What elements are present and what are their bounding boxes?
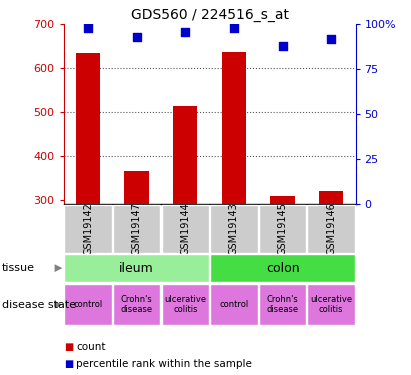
Bar bbox=[259, 284, 306, 326]
Text: ulcerative
colitis: ulcerative colitis bbox=[310, 295, 352, 314]
Point bbox=[279, 43, 286, 49]
Text: disease state: disease state bbox=[2, 300, 76, 310]
Text: count: count bbox=[76, 342, 106, 352]
Text: tissue: tissue bbox=[2, 263, 35, 273]
Bar bbox=[307, 284, 355, 326]
Text: GSM19147: GSM19147 bbox=[132, 202, 142, 255]
Bar bbox=[210, 205, 258, 253]
Bar bbox=[64, 205, 112, 253]
Text: percentile rank within the sample: percentile rank within the sample bbox=[76, 359, 252, 369]
Point bbox=[85, 25, 91, 31]
Text: ■: ■ bbox=[64, 359, 73, 369]
Point bbox=[134, 34, 140, 40]
Bar bbox=[113, 205, 160, 253]
Bar bbox=[162, 284, 209, 326]
Text: GSM19142: GSM19142 bbox=[83, 202, 93, 255]
Text: colon: colon bbox=[266, 262, 299, 274]
Bar bbox=[319, 191, 343, 204]
Point bbox=[328, 36, 335, 42]
Bar bbox=[210, 254, 355, 282]
Text: ileum: ileum bbox=[119, 262, 154, 274]
Bar bbox=[113, 284, 160, 326]
Bar bbox=[222, 52, 246, 204]
Bar bbox=[173, 106, 197, 204]
Bar bbox=[162, 205, 209, 253]
Text: Crohn's
disease: Crohn's disease bbox=[266, 295, 299, 314]
Text: GSM19146: GSM19146 bbox=[326, 202, 336, 255]
Text: ■: ■ bbox=[64, 342, 73, 352]
Bar bbox=[259, 205, 306, 253]
Bar bbox=[125, 171, 149, 204]
Bar bbox=[76, 53, 100, 204]
Bar bbox=[270, 196, 295, 204]
Text: control: control bbox=[74, 300, 103, 309]
Text: GSM19144: GSM19144 bbox=[180, 202, 190, 255]
Point bbox=[231, 25, 237, 31]
Title: GDS560 / 224516_s_at: GDS560 / 224516_s_at bbox=[131, 8, 289, 22]
Bar bbox=[64, 284, 112, 326]
Point bbox=[182, 28, 189, 34]
Text: GSM19143: GSM19143 bbox=[229, 202, 239, 255]
Text: control: control bbox=[219, 300, 249, 309]
Text: ulcerative
colitis: ulcerative colitis bbox=[164, 295, 206, 314]
Bar bbox=[64, 254, 209, 282]
Bar bbox=[307, 205, 355, 253]
Bar bbox=[210, 284, 258, 326]
Text: GSM19145: GSM19145 bbox=[277, 202, 288, 255]
Text: Crohn's
disease: Crohn's disease bbox=[120, 295, 153, 314]
